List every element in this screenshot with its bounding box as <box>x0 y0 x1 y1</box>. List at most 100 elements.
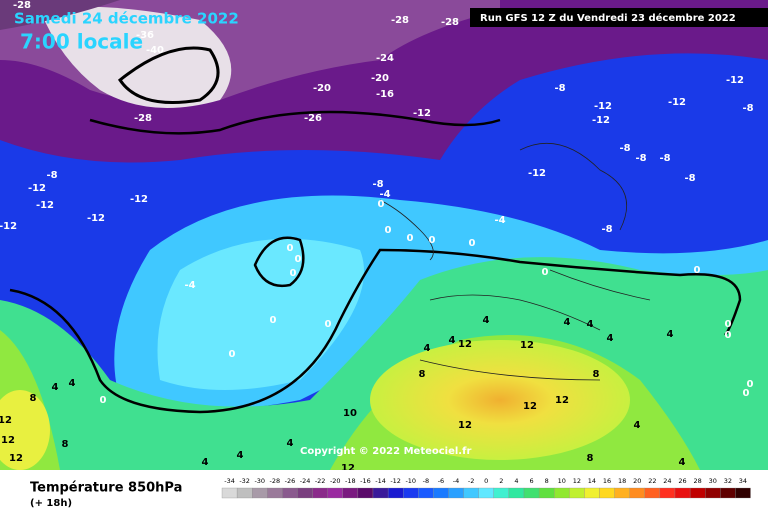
contour-labels: -28-36-40-28 -28-24-20-20-16-26-28 -12-8-1… <box>0 0 754 474</box>
legend-tick-label: -4 <box>453 477 459 485</box>
contour-label: -4 <box>184 280 195 291</box>
legend-swatch <box>448 487 464 499</box>
contour-label: 4 <box>564 317 571 328</box>
contour-label: -24 <box>376 53 394 64</box>
legend-swatch <box>614 487 630 499</box>
legend-tick-label: 4 <box>514 477 518 485</box>
legend-swatch <box>327 487 343 499</box>
legend-swatch <box>403 487 419 499</box>
legend-swatch <box>221 487 238 499</box>
contour-label: 4 <box>52 382 59 393</box>
contour-label: 12 <box>458 339 472 350</box>
contour-label: 4 <box>69 378 76 389</box>
legend-tick-label: 26 <box>678 477 686 485</box>
legend-tick-label: 8 <box>545 477 549 485</box>
contour-label: 12 <box>9 453 23 464</box>
contour-label: -36 <box>136 30 154 41</box>
legend-swatch <box>418 487 434 499</box>
contour-label: -12 <box>668 97 686 108</box>
legend-swatch <box>554 487 570 499</box>
legend-tick-label: -26 <box>285 477 296 485</box>
legend-tick-label: -22 <box>315 477 326 485</box>
contour-label: -12 <box>28 183 46 194</box>
color-scale: -34 -32 -30 -28 -26 -24 -22 -20 -18 -16 -14 -12 -10-… <box>221 477 751 499</box>
contour-label: -12 <box>413 108 431 119</box>
contour-label: -8 <box>554 83 565 94</box>
contour-label: 0 <box>429 235 436 246</box>
legend-swatch <box>705 487 721 499</box>
legend-swatch <box>267 487 283 499</box>
legend-lead: (+ 18h) <box>30 498 72 509</box>
background <box>0 0 768 470</box>
legend-tick-label: 28 <box>694 477 702 485</box>
contour-label: -4 <box>379 189 390 200</box>
contour-label: -12 <box>528 168 546 179</box>
contour-label: -12 <box>592 115 610 126</box>
contour-label: -28 <box>391 15 409 26</box>
contour-label: 0 <box>725 330 732 341</box>
contour-label: -12 <box>594 101 612 112</box>
legend-tick-label: 34 <box>739 477 747 485</box>
contour-label: 0 <box>378 199 385 210</box>
legend-swatch <box>584 487 600 499</box>
run-box <box>470 8 768 27</box>
forecast-time: 7:00 locale <box>20 30 143 54</box>
contour-label: 8 <box>419 369 426 380</box>
contour-label: 12 <box>1 435 15 446</box>
legend-swatch <box>463 487 479 499</box>
legend-tick-label: 24 <box>663 477 671 485</box>
contour-label: -4 <box>494 215 505 226</box>
legend-swatch <box>236 487 253 499</box>
contour-label: 10 <box>343 408 357 419</box>
legend-swatch <box>357 487 374 499</box>
legend-swatch <box>478 487 494 499</box>
contour-label: -20 <box>313 83 331 94</box>
legend-swatch <box>735 487 751 499</box>
contour-label: 0 <box>469 238 476 249</box>
contour-label: 0 <box>725 319 732 330</box>
legend-tick-label: -20 <box>330 477 341 485</box>
legend-tick-label: 20 <box>633 477 641 485</box>
contour-label: 8 <box>593 369 600 380</box>
legend-tick-label: -14 <box>375 477 386 485</box>
contour-label: -16 <box>376 89 394 100</box>
contour-label: 4 <box>679 457 686 468</box>
legend-tick-label: -30 <box>254 477 265 485</box>
legend-swatch <box>312 487 328 499</box>
legend-swatch <box>659 487 676 499</box>
contour-label: -8 <box>46 170 57 181</box>
contour-label: -8 <box>684 173 695 184</box>
run-info: Run GFS 12 Z du Vendredi 23 décembre 202… <box>480 12 736 24</box>
contour-label: 0 <box>694 265 701 276</box>
legend-swatch <box>282 487 298 499</box>
contour-label: 4 <box>237 450 244 461</box>
contour-label: -8 <box>659 153 670 164</box>
contour-label: -12 <box>87 213 105 224</box>
contour-label: -40 <box>146 45 164 56</box>
contour-label: -8 <box>635 153 646 164</box>
legend-tick-label: -24 <box>300 477 311 485</box>
legend-swatch <box>297 487 313 499</box>
legend-swatch <box>599 487 615 499</box>
contour-label: 0 <box>270 315 277 326</box>
contour-label: -20 <box>371 73 389 84</box>
legend-swatch <box>569 487 585 499</box>
contour-label: -8 <box>372 179 383 190</box>
legend-tick-label: 16 <box>603 477 611 485</box>
contour-label: 0 <box>290 268 297 279</box>
contour-label: -12 <box>0 221 17 232</box>
legend-tick-label: 0 <box>484 477 488 485</box>
contour-label: 8 <box>62 439 69 450</box>
contour-label: 12 <box>523 401 537 412</box>
contour-label: 0 <box>100 395 107 406</box>
contour-label: -8 <box>619 143 630 154</box>
legend-swatch <box>508 487 525 499</box>
legend-tick-label: 14 <box>588 477 596 485</box>
contour-label: 8 <box>587 453 594 464</box>
legend-tick-label: 12 <box>573 477 581 485</box>
contour-label: 12 <box>458 420 472 431</box>
contour-label: 0 <box>542 267 549 278</box>
contour-label: -26 <box>304 113 322 124</box>
contour-label: -12 <box>130 194 148 205</box>
legend-tick-label: 18 <box>618 477 626 485</box>
